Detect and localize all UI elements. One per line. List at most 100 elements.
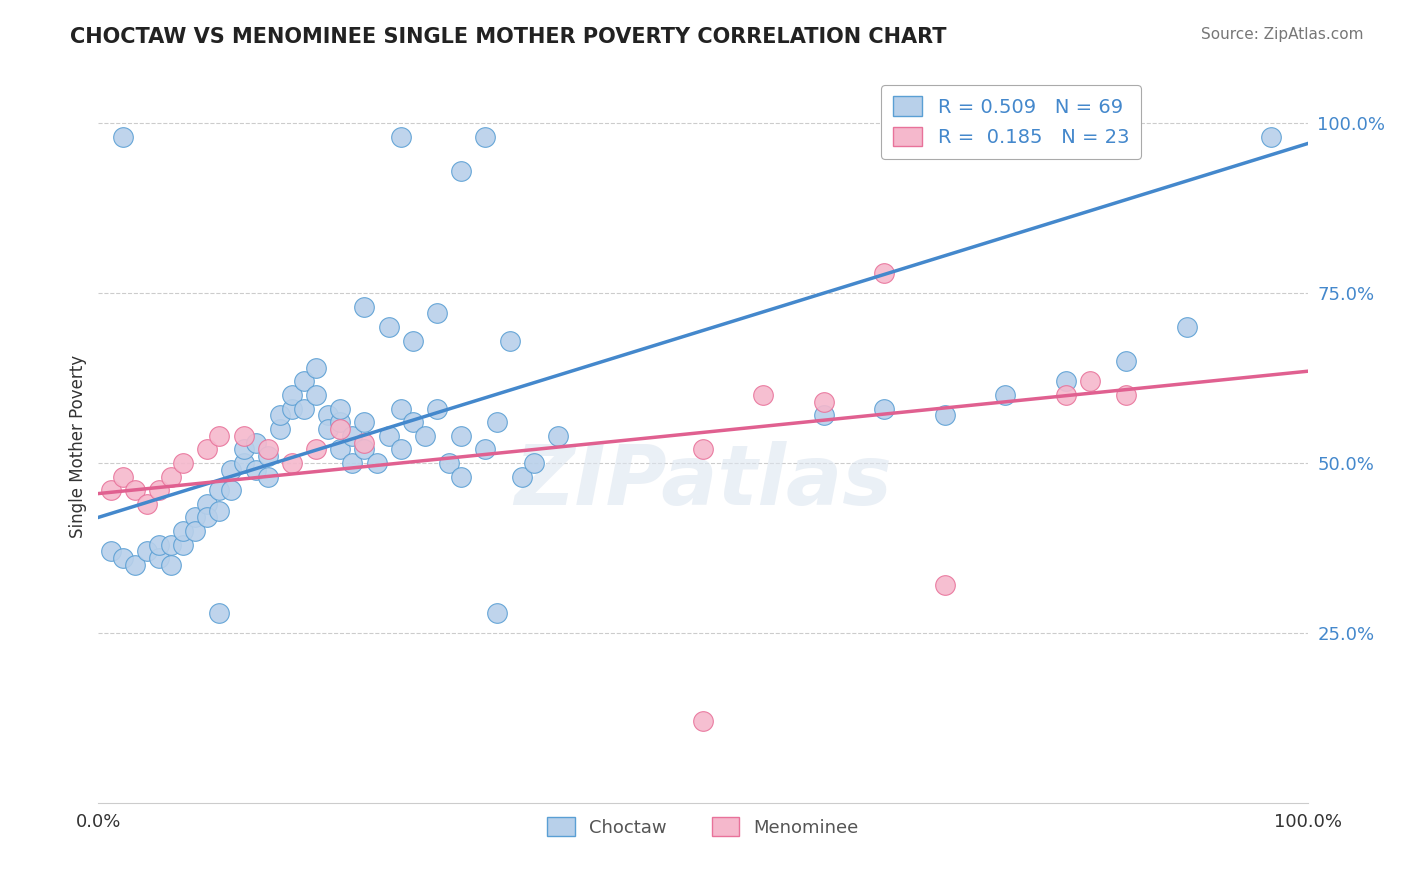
Legend: Choctaw, Menominee: Choctaw, Menominee bbox=[540, 810, 866, 844]
Point bbox=[232, 429, 254, 443]
Point bbox=[353, 435, 375, 450]
Point bbox=[208, 429, 231, 443]
Point bbox=[160, 558, 183, 572]
Point bbox=[208, 483, 231, 498]
Point bbox=[195, 497, 218, 511]
Point bbox=[329, 422, 352, 436]
Point bbox=[124, 558, 146, 572]
Point bbox=[994, 388, 1017, 402]
Point bbox=[148, 483, 170, 498]
Point bbox=[111, 129, 134, 144]
Point bbox=[692, 714, 714, 729]
Point bbox=[1054, 388, 1077, 402]
Point bbox=[934, 578, 956, 592]
Point bbox=[172, 456, 194, 470]
Point bbox=[172, 537, 194, 551]
Point bbox=[111, 551, 134, 566]
Point bbox=[873, 401, 896, 416]
Point bbox=[221, 463, 243, 477]
Point bbox=[450, 469, 472, 483]
Text: CHOCTAW VS MENOMINEE SINGLE MOTHER POVERTY CORRELATION CHART: CHOCTAW VS MENOMINEE SINGLE MOTHER POVER… bbox=[70, 27, 946, 46]
Point bbox=[329, 442, 352, 457]
Point bbox=[523, 456, 546, 470]
Point bbox=[1260, 129, 1282, 144]
Point bbox=[813, 409, 835, 423]
Point bbox=[353, 300, 375, 314]
Point bbox=[402, 334, 425, 348]
Point bbox=[498, 334, 520, 348]
Point bbox=[873, 266, 896, 280]
Point bbox=[305, 442, 328, 457]
Point bbox=[232, 456, 254, 470]
Point bbox=[221, 483, 243, 498]
Point bbox=[292, 375, 315, 389]
Point bbox=[437, 456, 460, 470]
Point bbox=[450, 163, 472, 178]
Point bbox=[389, 442, 412, 457]
Point bbox=[486, 606, 509, 620]
Point bbox=[256, 469, 278, 483]
Point bbox=[316, 422, 339, 436]
Point bbox=[329, 415, 352, 429]
Point bbox=[100, 544, 122, 558]
Y-axis label: Single Mother Poverty: Single Mother Poverty bbox=[69, 354, 87, 538]
Point bbox=[148, 537, 170, 551]
Point bbox=[389, 401, 412, 416]
Point bbox=[269, 422, 291, 436]
Point bbox=[305, 360, 328, 375]
Point bbox=[474, 442, 496, 457]
Point bbox=[486, 415, 509, 429]
Point bbox=[111, 469, 134, 483]
Point bbox=[692, 442, 714, 457]
Point bbox=[402, 415, 425, 429]
Point bbox=[1175, 320, 1198, 334]
Point bbox=[292, 401, 315, 416]
Point bbox=[1115, 388, 1137, 402]
Point bbox=[353, 415, 375, 429]
Point bbox=[281, 388, 304, 402]
Point bbox=[172, 524, 194, 538]
Point bbox=[208, 606, 231, 620]
Point bbox=[281, 401, 304, 416]
Point bbox=[813, 394, 835, 409]
Point bbox=[124, 483, 146, 498]
Point bbox=[1115, 354, 1137, 368]
Point bbox=[547, 429, 569, 443]
Point bbox=[195, 510, 218, 524]
Point bbox=[256, 449, 278, 463]
Point bbox=[195, 442, 218, 457]
Point bbox=[316, 409, 339, 423]
Text: ZIPatlas: ZIPatlas bbox=[515, 442, 891, 522]
Point bbox=[232, 442, 254, 457]
Point bbox=[377, 429, 399, 443]
Point bbox=[135, 544, 157, 558]
Point bbox=[208, 503, 231, 517]
Point bbox=[135, 497, 157, 511]
Point bbox=[245, 435, 267, 450]
Point bbox=[389, 129, 412, 144]
Point bbox=[426, 401, 449, 416]
Point bbox=[342, 456, 364, 470]
Point bbox=[184, 510, 207, 524]
Point bbox=[426, 306, 449, 320]
Point bbox=[245, 463, 267, 477]
Point bbox=[353, 442, 375, 457]
Point bbox=[160, 537, 183, 551]
Point bbox=[148, 551, 170, 566]
Point bbox=[377, 320, 399, 334]
Point bbox=[342, 429, 364, 443]
Point bbox=[184, 524, 207, 538]
Point bbox=[934, 409, 956, 423]
Point bbox=[510, 469, 533, 483]
Point bbox=[1054, 375, 1077, 389]
Point bbox=[256, 442, 278, 457]
Point bbox=[281, 456, 304, 470]
Point bbox=[100, 483, 122, 498]
Point bbox=[474, 129, 496, 144]
Point bbox=[413, 429, 436, 443]
Point bbox=[366, 456, 388, 470]
Point bbox=[160, 469, 183, 483]
Point bbox=[269, 409, 291, 423]
Point bbox=[329, 401, 352, 416]
Point bbox=[752, 388, 775, 402]
